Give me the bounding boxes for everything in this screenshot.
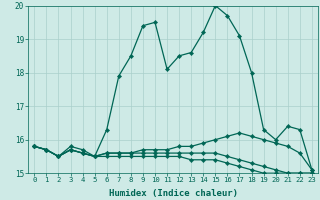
X-axis label: Humidex (Indice chaleur): Humidex (Indice chaleur) — [108, 189, 238, 198]
